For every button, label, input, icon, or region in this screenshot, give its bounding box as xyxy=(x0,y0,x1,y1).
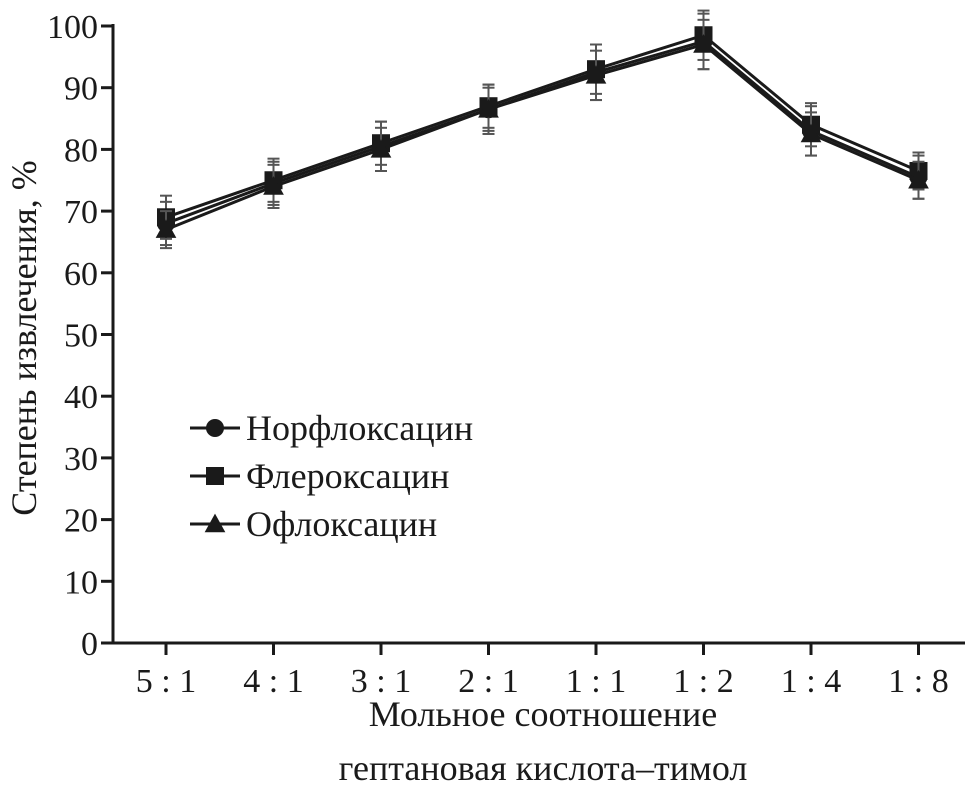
y-tick-label: 100 xyxy=(47,9,98,46)
x-axis-title: Мольное соотношение xyxy=(369,694,717,734)
y-tick-label: 20 xyxy=(64,503,98,540)
y-tick-label: 80 xyxy=(64,132,98,169)
y-tick-label: 90 xyxy=(64,71,98,108)
legend-label: Флероксацин xyxy=(246,456,449,496)
y-tick-label: 60 xyxy=(64,256,98,293)
data-point xyxy=(263,176,284,195)
data-point xyxy=(908,169,929,189)
series-layer xyxy=(155,9,929,250)
data-point xyxy=(370,139,392,158)
y-axis-title: Степень извлечения, % xyxy=(4,160,44,515)
data-point xyxy=(800,123,822,143)
data-point xyxy=(585,65,607,84)
ticks: 0 10 20 30 40 50 60 70 80 90 100 5 : 1 4 : 1 3 : 1 2 :… xyxy=(47,9,949,700)
x-tick-label: 1 : 8 xyxy=(888,663,948,700)
legend-label: Норфлоксацин xyxy=(246,408,473,448)
legend-label: Офлоксацин xyxy=(246,504,437,544)
y-tick-label: 50 xyxy=(64,318,98,355)
legend-marker-circle xyxy=(206,419,224,437)
series-line xyxy=(165,43,920,232)
legend: Норфлоксацин Флероксацин Офлоксацин xyxy=(190,408,473,544)
y-tick-label: 40 xyxy=(64,379,98,416)
x-tick-label: 1 : 4 xyxy=(781,663,841,700)
y-tick-label: 30 xyxy=(64,441,98,478)
y-tick-label: 70 xyxy=(64,194,98,231)
x-tick-label: 3 : 1 xyxy=(351,663,411,700)
x-tick-label: 2 : 1 xyxy=(458,663,518,700)
legend-item: Норфлоксацин xyxy=(190,408,473,448)
x-axis-title-line2: гептановая кислота–тимол xyxy=(339,748,748,788)
data-point xyxy=(155,219,177,238)
series-line xyxy=(165,33,920,219)
x-tick-label: 5 : 1 xyxy=(136,663,196,700)
series-triangle xyxy=(155,18,929,250)
legend-item: Флероксацин xyxy=(190,456,449,496)
data-point xyxy=(693,34,714,53)
x-tick-label: 1 : 1 xyxy=(566,663,626,700)
x-tick-label: 1 : 2 xyxy=(673,663,733,700)
y-tick-label: 0 xyxy=(81,626,98,663)
y-tick-label: 10 xyxy=(64,564,98,601)
data-point xyxy=(478,98,499,118)
legend-marker-square xyxy=(206,467,224,485)
x-tick-label: 4 : 1 xyxy=(243,663,303,700)
axes xyxy=(111,24,965,645)
legend-marker-triangle xyxy=(204,513,226,533)
legend-item: Офлоксацин xyxy=(190,504,437,544)
